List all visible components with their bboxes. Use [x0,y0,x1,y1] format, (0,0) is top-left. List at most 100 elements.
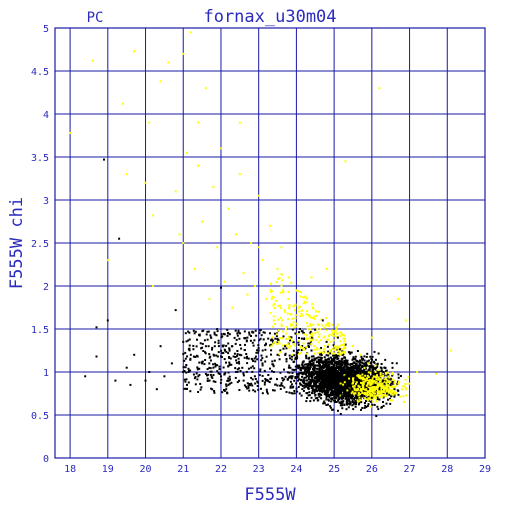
x-tick-labels: 18 19 20 21 22 23 24 25 26 27 28 29 [64,464,491,475]
black-point [338,391,341,394]
yellow-point [273,307,276,310]
yellow-point [393,392,396,395]
black-point [397,389,400,392]
black-point [344,368,347,371]
black-point [363,371,366,373]
yellow-point [269,288,272,291]
black-point [341,381,344,384]
black-point [359,359,361,362]
yellow-point [278,342,281,345]
black-point [352,368,354,371]
black-point [341,389,344,392]
black-point [354,365,357,368]
black-point [309,382,312,385]
yellow-point [338,335,341,338]
black-point [303,372,306,375]
black-point [258,339,261,342]
yellow-point [291,323,294,326]
yellow-point [208,297,211,300]
yellow-point [376,374,378,377]
yellow-point [357,400,359,403]
black-point [365,365,368,368]
black-point [300,383,303,386]
black-point [358,367,361,370]
black-point [370,396,373,399]
yellow-point [352,380,355,383]
yellow-point [356,389,359,392]
black-point [345,379,348,381]
black-point [373,403,376,406]
black-point [283,378,286,381]
yellow-point [281,330,284,333]
x-tick-label: 21 [177,464,189,475]
yellow-point [353,388,356,391]
black-point [314,394,317,397]
yellow-point [282,288,285,291]
yellow-point [327,343,330,346]
yellow-point [238,173,241,176]
yellow-point [312,338,314,341]
black-point [129,383,132,386]
black-point [326,395,329,397]
black-point [310,385,313,388]
yellow-point [311,303,314,306]
yellow-point [378,87,381,90]
black-point [241,366,244,369]
yellow-point [380,378,382,381]
yellow-point [272,319,275,322]
black-point [342,393,345,396]
black-point [185,378,188,381]
yellow-point [306,337,309,340]
black-point [203,363,206,366]
black-point [310,364,313,367]
yellow-point [313,352,316,355]
yellow-point [386,380,389,383]
yellow-point [450,349,453,352]
black-point [351,404,354,407]
black-point [319,377,322,380]
black-point [325,398,328,401]
black-point [307,345,310,347]
yellow-point [335,328,338,331]
black-point [294,368,297,371]
black-point [346,363,349,366]
black-point [291,328,294,331]
black-point [297,367,300,370]
black-point [291,375,294,378]
black-point [276,378,278,381]
black-point [336,356,339,358]
yellow-point [270,297,273,300]
black-point [214,365,217,368]
black-point [320,387,323,390]
black-point [230,381,233,384]
black-point [240,354,243,357]
black-point [243,337,246,340]
black-point [125,366,128,369]
black-point [337,375,340,378]
black-point [198,361,201,364]
black-point [392,382,395,385]
yellow-point [276,333,278,336]
yellow-point [374,371,377,373]
yellow-point [385,383,388,386]
black-point [294,377,297,379]
black-point [284,354,287,356]
yellow-point [299,345,302,348]
yellow-point [333,349,335,352]
black-point [245,339,248,342]
black-point [246,355,248,358]
black-point [194,330,197,333]
black-point [363,359,366,362]
black-point [333,396,336,399]
black-point [206,338,209,341]
black-point [351,363,354,366]
yellow-point [363,388,366,391]
yellow-point [373,389,376,392]
black-point [345,364,348,367]
yellow-point [368,397,371,400]
black-point [288,376,291,379]
black-point [257,388,260,391]
black-point [199,342,202,345]
black-point [301,375,304,378]
